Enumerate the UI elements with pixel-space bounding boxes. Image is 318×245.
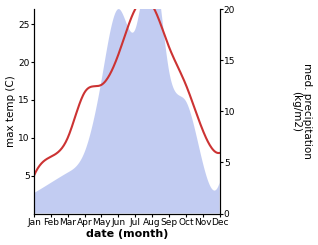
Y-axis label: max temp (C): max temp (C)	[5, 75, 16, 147]
X-axis label: date (month): date (month)	[86, 230, 168, 239]
Y-axis label: med. precipitation
(kg/m2): med. precipitation (kg/m2)	[291, 63, 313, 159]
